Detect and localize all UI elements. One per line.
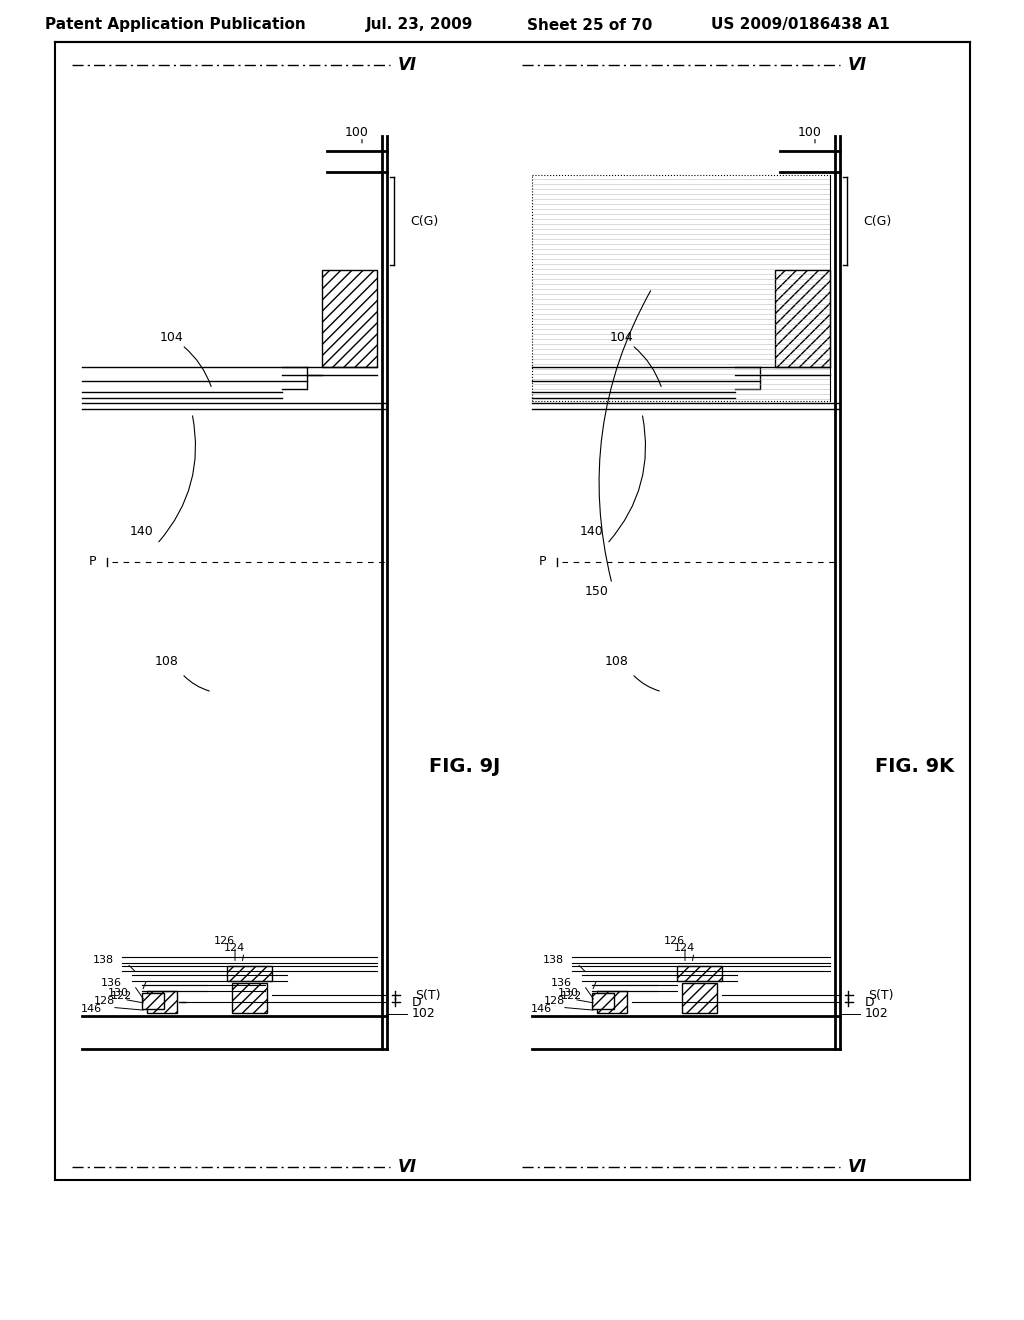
Text: P: P [88,556,96,569]
Text: Sheet 25 of 70: Sheet 25 of 70 [527,17,652,33]
Text: S(T): S(T) [868,989,894,1002]
Text: Patent Application Publication: Patent Application Publication [45,17,305,33]
Text: 146: 146 [81,1005,102,1014]
Text: 138: 138 [93,956,114,965]
Text: 108: 108 [155,655,179,668]
Text: Jul. 23, 2009: Jul. 23, 2009 [367,17,474,33]
Bar [597,991,627,1014]
Text: 126: 126 [214,936,234,946]
Text: D: D [865,995,874,1008]
Text: D: D [412,995,422,1008]
Text: 130: 130 [108,989,129,998]
Bar [775,269,830,367]
Text: VI: VI [397,55,417,74]
Text: P: P [539,556,546,569]
Bar [677,966,722,981]
Text: 102: 102 [412,1007,436,1020]
Text: FIG. 9K: FIG. 9K [876,756,954,776]
Text: 126: 126 [664,936,685,946]
Text: 128: 128 [544,997,565,1006]
Text: VI: VI [397,1158,417,1176]
Text: C(G): C(G) [410,215,438,227]
Text: 136: 136 [101,978,122,989]
Text: C(G): C(G) [863,215,891,227]
Bar [592,994,614,1010]
Text: VI: VI [848,55,866,74]
Text: 100: 100 [798,127,822,139]
Text: 136: 136 [551,978,572,989]
Bar [232,983,267,1014]
Text: 138: 138 [543,956,564,965]
Text: 104: 104 [610,330,634,343]
Bar [682,983,717,1014]
Text: 122: 122 [561,991,582,1002]
Text: 128: 128 [94,997,115,1006]
Text: 100: 100 [345,127,369,139]
Bar [142,994,164,1010]
Text: 108: 108 [605,655,629,668]
Text: 150: 150 [585,585,609,598]
Text: 102: 102 [865,1007,889,1020]
Text: 140: 140 [130,525,154,539]
Text: 124: 124 [224,944,245,953]
Text: VI: VI [848,1158,866,1176]
Text: 124: 124 [674,944,695,953]
Bar [147,991,177,1014]
Bar [227,966,272,981]
Text: 146: 146 [530,1005,552,1014]
Text: US 2009/0186438 A1: US 2009/0186438 A1 [711,17,890,33]
Text: FIG. 9J: FIG. 9J [429,756,501,776]
Text: 130: 130 [558,989,579,998]
Text: 122: 122 [111,991,132,1002]
Text: S(T): S(T) [415,989,440,1002]
Bar [322,269,377,367]
Text: 104: 104 [160,330,184,343]
Text: 140: 140 [581,525,604,539]
